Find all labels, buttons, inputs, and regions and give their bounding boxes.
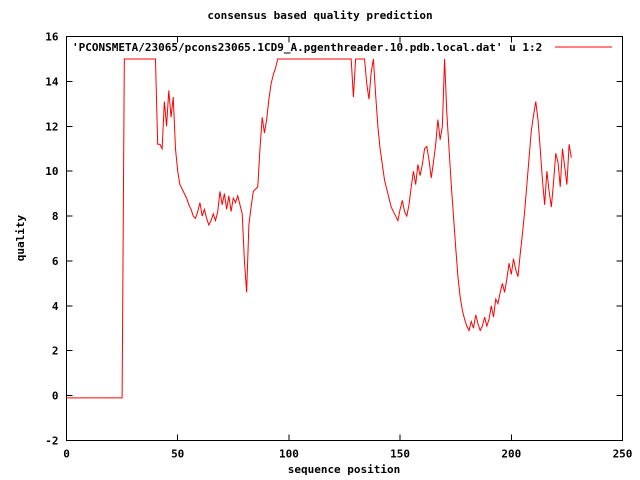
y-tick-label: 10 — [45, 165, 58, 178]
legend: 'PCONSMETA/23065/pcons23065.1CD9_A.pgent… — [72, 41, 612, 54]
y-axis-title: quality — [14, 214, 27, 261]
y-tick-label: 0 — [52, 390, 59, 403]
data-series-line — [66, 58, 572, 399]
chart-title: consensus based quality prediction — [207, 9, 432, 22]
x-tick-label: 0 — [63, 448, 70, 461]
y-tick-label: 14 — [45, 75, 59, 88]
x-axis-title: sequence position — [288, 463, 401, 476]
y-tick-label: 16 — [45, 31, 59, 44]
x-tick-label: 250 — [613, 448, 633, 461]
y-tick-label: 2 — [52, 345, 59, 358]
y-tick-label: 12 — [45, 120, 58, 133]
plot-frame — [66, 36, 623, 441]
x-tick-label: 100 — [279, 448, 299, 461]
y-axis-ticks: -2 0 2 4 6 8 10 12 14 16 — [45, 31, 623, 448]
legend-label: 'PCONSMETA/23065/pcons23065.1CD9_A.pgent… — [72, 41, 542, 54]
data-series-group — [66, 58, 572, 399]
y-tick-label: 6 — [52, 255, 59, 268]
x-tick-label: 50 — [171, 448, 184, 461]
x-tick-label: 200 — [501, 448, 521, 461]
x-tick-label: 150 — [390, 448, 410, 461]
y-tick-label: 4 — [52, 300, 59, 313]
y-tick-label: 8 — [52, 210, 59, 223]
x-axis-ticks: 0 50 100 150 200 250 — [63, 36, 633, 461]
y-tick-label: -2 — [45, 435, 58, 448]
